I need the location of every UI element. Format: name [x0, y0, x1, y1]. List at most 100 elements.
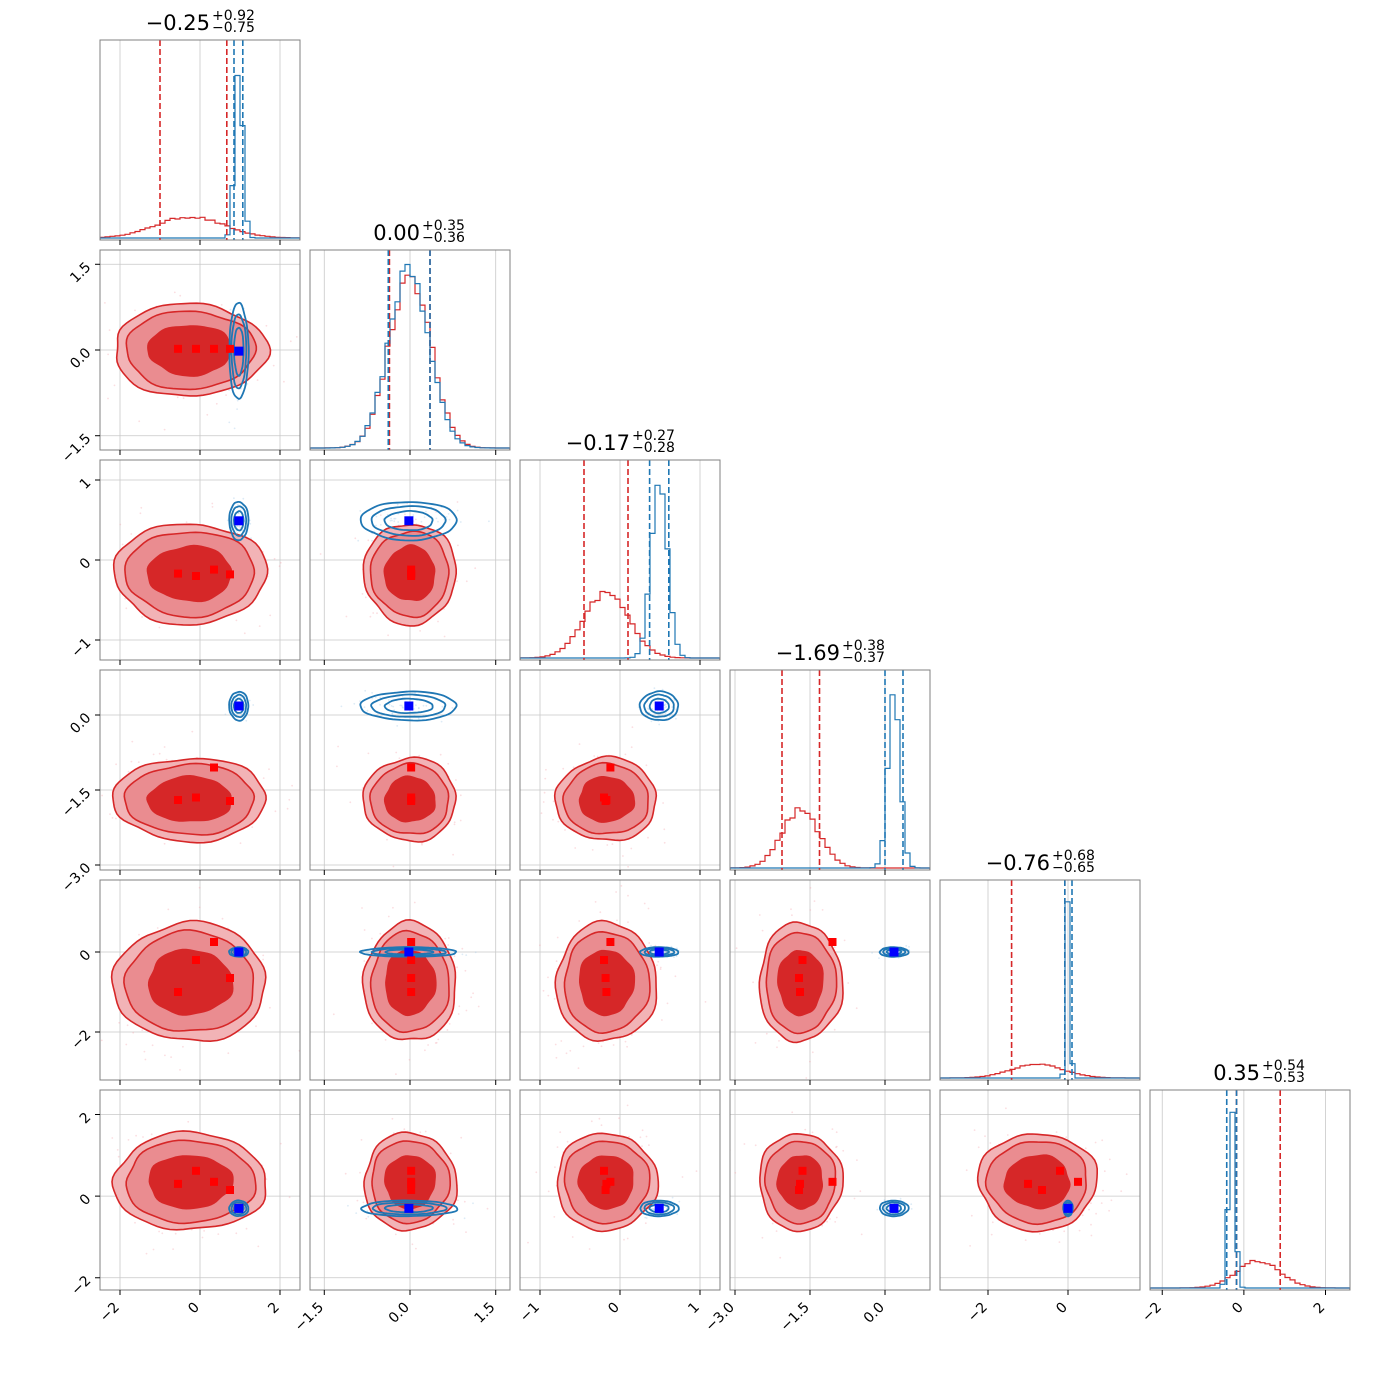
prior-sample-point: [448, 1023, 451, 1025]
red-marker: [174, 988, 182, 996]
posterior-histogram: [940, 901, 1140, 1080]
prior-sample-point: [593, 755, 596, 757]
prior-sample-point: [418, 754, 421, 757]
posterior-sample-point: [465, 954, 468, 956]
prior-contour-inner: [385, 949, 437, 1017]
prior-sample-point: [552, 818, 554, 821]
prior-sample-point: [859, 1190, 862, 1193]
prior-sample-point: [540, 812, 543, 815]
blue-marker: [404, 701, 414, 711]
prior-sample-point: [556, 1146, 559, 1148]
prior-sample-point: [97, 315, 99, 317]
prior-sample-point: [456, 580, 458, 582]
prior-sample-point: [356, 1199, 359, 1202]
posterior-contour: [638, 946, 680, 958]
posterior-sample-point: [673, 699, 676, 702]
prior-sample-point: [221, 917, 224, 920]
posterior-sample-point: [379, 696, 382, 699]
posterior-sample-point: [371, 539, 373, 542]
prior-sample-point: [434, 1042, 437, 1044]
prior-sample-point: [424, 1130, 427, 1133]
prior-sample-point: [752, 981, 754, 984]
red-marker: [601, 797, 610, 805]
red-marker: [174, 796, 182, 804]
prior-sample-point: [641, 1129, 644, 1132]
prior-contour-inner: [579, 949, 636, 1017]
posterior-sample-point: [368, 952, 371, 955]
posterior-sample-point: [387, 699, 390, 701]
y-tick-label: 0: [77, 1191, 95, 1209]
prior-sample-point: [829, 1218, 831, 1220]
blue-marker: [404, 947, 414, 957]
prior-sample-point: [600, 1124, 603, 1127]
prior-sample-point: [843, 939, 846, 942]
posterior-sample-point: [236, 408, 239, 410]
param-title-plus: +0.68: [1052, 848, 1095, 864]
prior-sample-point: [336, 765, 338, 768]
prior-sample-point: [156, 927, 159, 929]
posterior-sample-point: [441, 705, 444, 708]
prior-sample-point: [645, 1135, 648, 1138]
posterior-sample-point: [665, 705, 668, 708]
posterior-sample-point: [371, 692, 373, 694]
prior-sample-point: [459, 819, 462, 822]
prior-sample-point: [599, 911, 602, 914]
prior-sample-point: [256, 379, 259, 381]
prior-sample-point: [182, 871, 184, 873]
posterior-contour: [878, 946, 910, 958]
prior-sample-point: [125, 1043, 128, 1046]
posterior-sample-point: [652, 1208, 655, 1211]
prior-sample-point: [597, 1042, 600, 1044]
prior-sample-point: [615, 891, 617, 893]
prior-sample-point: [404, 513, 406, 516]
posterior-sample-point: [226, 519, 229, 522]
prior-sample-point: [1038, 1233, 1041, 1235]
prior-sample-point: [645, 764, 648, 767]
posterior-histogram: [100, 74, 300, 240]
prior-histogram: [730, 807, 930, 870]
prior-sample-point: [170, 1056, 173, 1058]
red-marker: [192, 956, 200, 964]
prior-sample-point: [545, 768, 547, 771]
posterior-sample-point: [233, 427, 236, 430]
posterior-sample-point: [884, 1207, 886, 1210]
blue-marker: [234, 516, 244, 526]
prior-sample-point: [243, 632, 246, 635]
prior-sample-point: [555, 960, 558, 963]
prior-sample-point: [1125, 1173, 1128, 1176]
posterior-histogram: [730, 694, 930, 870]
posterior-sample-point: [420, 520, 423, 523]
prior-sample-point: [414, 518, 417, 521]
prior-sample-point: [164, 1054, 166, 1057]
prior-sample-point: [779, 1256, 782, 1259]
prior-sample-point: [754, 1144, 757, 1147]
prior-sample-point: [765, 1032, 768, 1035]
prior-sample-point: [262, 954, 265, 957]
prior-sample-point: [211, 506, 214, 508]
panel-3-2: [520, 670, 720, 870]
posterior-sample-point: [456, 509, 459, 512]
prior-sample-point: [176, 396, 179, 399]
prior-sample-point: [527, 1241, 529, 1244]
prior-sample-point: [1081, 1214, 1084, 1217]
red-marker: [407, 974, 416, 982]
prior-sample-point: [574, 847, 577, 849]
posterior-contour: [384, 948, 435, 956]
y-tick-label: −2: [68, 1027, 94, 1053]
prior-sample-point: [371, 1022, 373, 1025]
panel-1-1: [310, 250, 510, 450]
blue-marker: [234, 701, 244, 711]
prior-sample-point: [379, 514, 382, 517]
prior-sample-point: [420, 842, 423, 845]
prior-sample-point: [641, 1145, 643, 1147]
param-title-median: −0.17: [566, 431, 630, 455]
prior-contour-inner: [146, 544, 233, 603]
prior-sample-point: [363, 929, 366, 931]
prior-sample-point: [365, 1217, 368, 1220]
prior-sample-point: [618, 1117, 620, 1120]
prior-sample-point: [165, 758, 168, 761]
red-marker: [798, 1166, 807, 1175]
prior-contour-inner: [147, 948, 234, 1016]
param-title-minus: −0.65: [1052, 860, 1095, 876]
prior-sample-point: [577, 1067, 580, 1070]
